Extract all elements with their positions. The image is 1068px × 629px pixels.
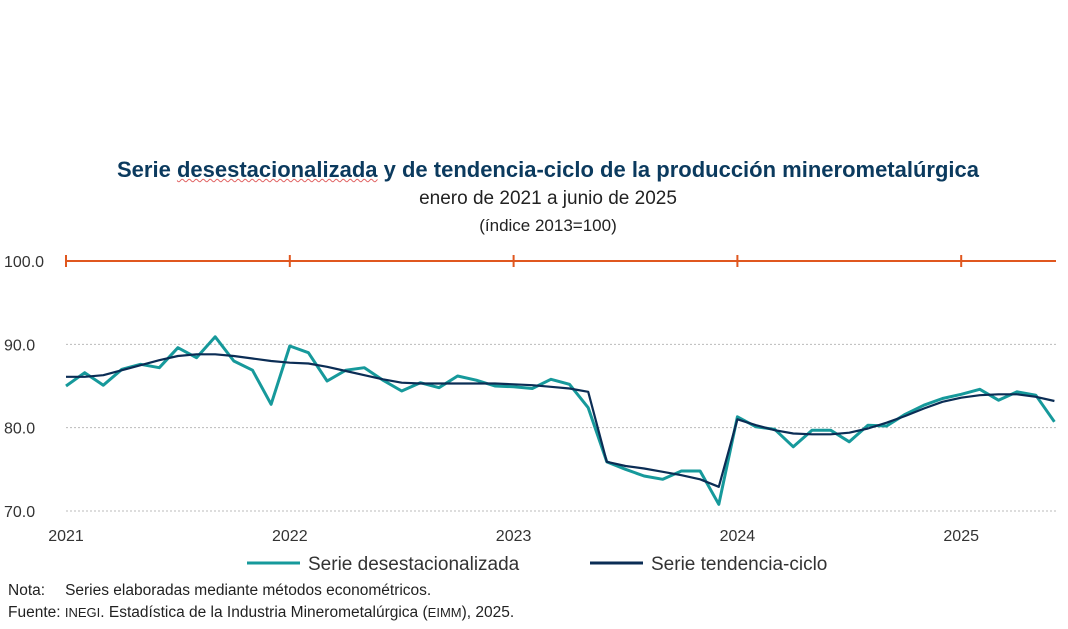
x-tick-label: 2022	[272, 528, 308, 545]
series-line-tendencia-ciclo	[66, 353, 1055, 488]
y-tick-label: 100.0	[4, 254, 44, 271]
legend-label: Serie desestacionalizada	[308, 554, 520, 575]
x-tick-label: 2025	[943, 528, 979, 545]
chart-title: Serie desestacionalizada y de tendencia-…	[117, 157, 979, 182]
y-tick-label: 90.0	[4, 337, 35, 354]
x-tick-label: 2021	[48, 528, 84, 545]
y-tick-label: 80.0	[4, 421, 35, 438]
x-tick-label: 2023	[496, 528, 532, 545]
chart-unit: (índice 2013=100)	[479, 216, 617, 235]
series-line-desestacionalizada	[65, 335, 1056, 506]
x-tick-label: 2024	[720, 528, 756, 545]
chart-subtitle: enero de 2021 a junio de 2025	[419, 188, 677, 209]
y-tick-label: 70.0	[4, 504, 35, 521]
note: Nota: Series elaboradas mediante métodos …	[8, 582, 432, 599]
legend-label: Serie tendencia-ciclo	[651, 554, 827, 575]
source: Fuente: INEGI. Estadística de la Industr…	[8, 604, 515, 621]
